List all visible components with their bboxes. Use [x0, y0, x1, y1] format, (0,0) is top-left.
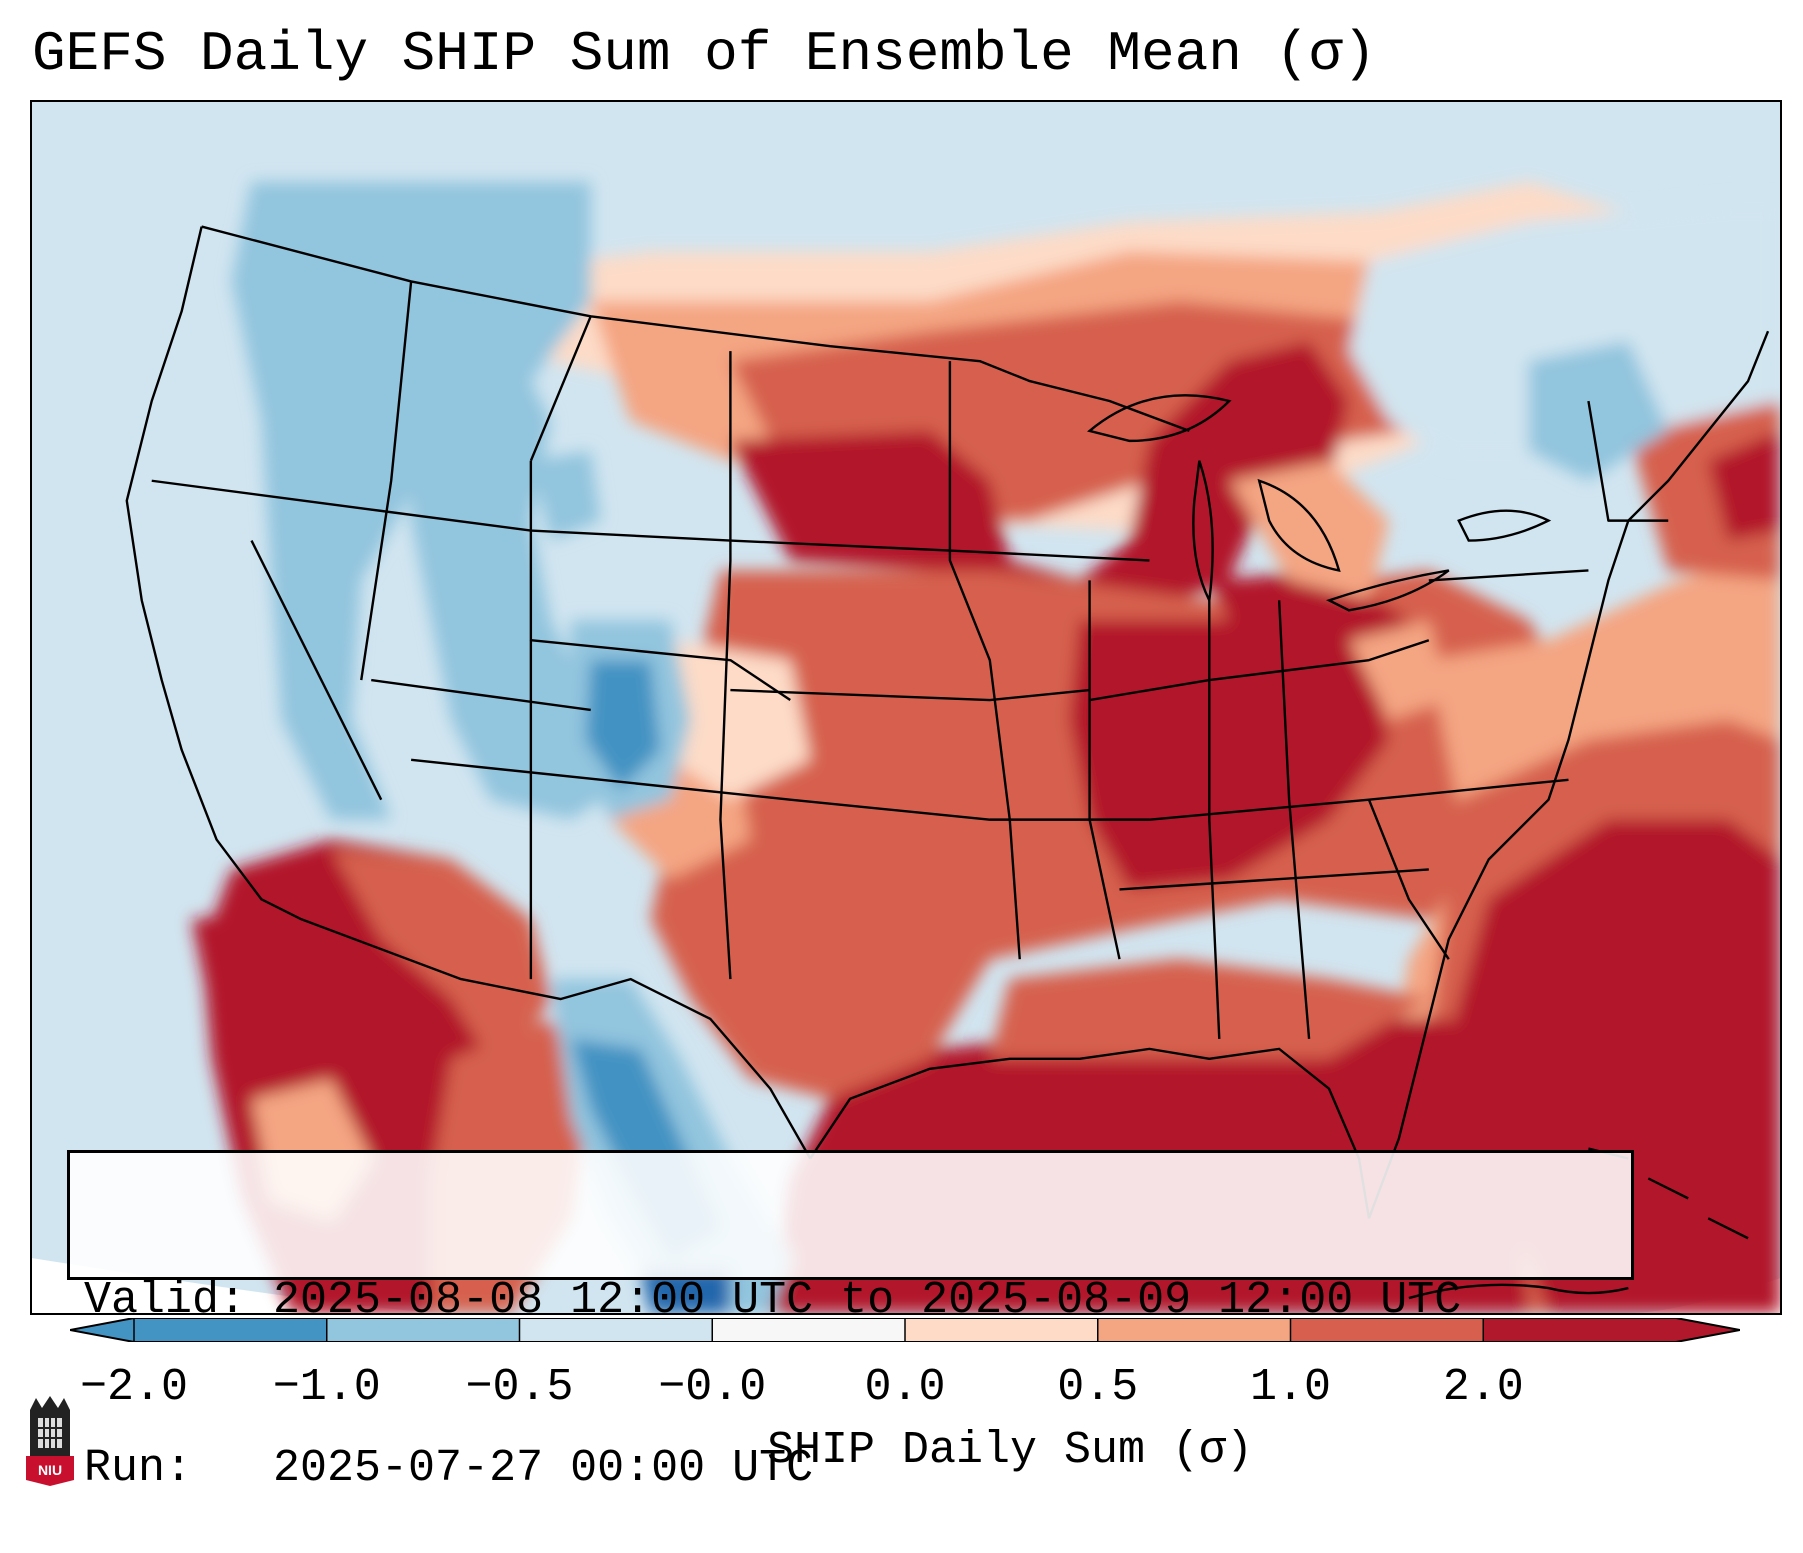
- colorbar-tick-label: −0.5: [465, 1362, 574, 1413]
- ship-anomaly-map: [32, 102, 1780, 1313]
- run-time-line: Run: 2025-07-27 00:00 UTC: [84, 1443, 814, 1494]
- colorbar-segment: [1290, 1318, 1484, 1342]
- colorbar-tick-label: −2.0: [79, 1362, 189, 1413]
- great-lakes: [1087, 394, 1552, 612]
- colorbar-segment: [1097, 1318, 1291, 1342]
- colorbar-segment: [134, 1318, 328, 1342]
- colorbar-tick-label: 1.0: [1249, 1362, 1332, 1413]
- niu-logo-text: NIU: [37, 1462, 63, 1478]
- projection-edge-left: [32, 1258, 452, 1313]
- chart-title: GEFS Daily SHIP Sum of Ensemble Mean (σ): [32, 22, 1377, 86]
- colorbar-segment: [905, 1318, 1099, 1342]
- colorbar-label: SHIP Daily Sum (σ): [766, 1425, 1254, 1476]
- colorbar: [70, 1318, 1740, 1342]
- boundary-lines: [125, 225, 1770, 1219]
- colorbar-extend-high: [1676, 1318, 1740, 1342]
- colorbar-graphic: [70, 1318, 1740, 1342]
- colorbar-segment: [326, 1318, 520, 1342]
- map-panel: [30, 100, 1782, 1315]
- colorbar-extend-low: [70, 1318, 134, 1342]
- valid-time-box: Valid: 2025-08-08 12:00 UTC to 2025-08-0…: [67, 1150, 1634, 1494]
- colorbar-tick-label: −0.0: [658, 1362, 767, 1413]
- colorbar-segment: [1483, 1318, 1677, 1342]
- colorbar-tick-label: −1.0: [272, 1362, 381, 1413]
- colorbar-segment: [519, 1318, 713, 1342]
- colorbar-segment: [712, 1318, 906, 1342]
- niu-seal-icon: [26, 1396, 74, 1486]
- colorbar-tick-label: 0.5: [1057, 1362, 1139, 1413]
- colorbar-tick-label: 0.0: [864, 1362, 946, 1413]
- niu-logo: NIU: [22, 1390, 78, 1486]
- colorbar-tick-label: 2.0: [1442, 1362, 1524, 1413]
